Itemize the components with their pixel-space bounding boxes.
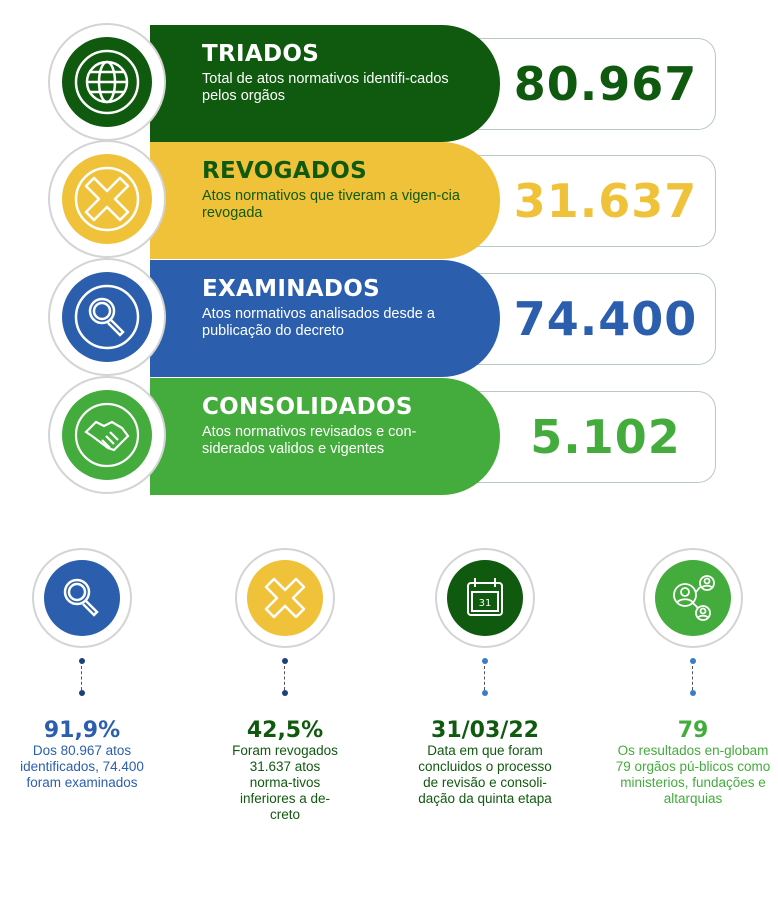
- title: TRIADOS: [202, 41, 320, 67]
- stat-data: 31 31/03/22 Data em que foram concluidos…: [390, 548, 580, 807]
- connector: [598, 658, 778, 708]
- stat-value: 42,5%: [246, 718, 324, 743]
- network-people-icon: [673, 575, 715, 621]
- pill: TRIADOS Total de atos normativos identif…: [150, 25, 500, 142]
- stat-description: Foram revogados 31.637 atos norma-tivos …: [232, 743, 338, 822]
- value-box: 80.967: [468, 38, 716, 130]
- row-triados: 80.967 TRIADOS Total de atos normativos …: [0, 23, 778, 142]
- connector: [190, 658, 380, 708]
- connector: [0, 658, 177, 708]
- description: Atos normativos revisados e con-siderado…: [202, 424, 417, 457]
- stat-description: Data em que foram concluidos o processo …: [418, 743, 552, 806]
- calendar-day: 31: [479, 598, 492, 609]
- calendar-icon: 31: [467, 578, 503, 616]
- icon-circle: [48, 376, 166, 494]
- pill: EXAMINADOS Atos normativos analisados de…: [150, 260, 500, 377]
- value-box: 5.102: [468, 391, 716, 483]
- description: Total de atos normativos identifi-cados …: [202, 71, 449, 104]
- stat-value: 31/03/22: [431, 718, 539, 743]
- row-consolidados: 5.102 CONSOLIDADOS Atos normativos revis…: [0, 376, 778, 495]
- icon-circle: [235, 548, 335, 648]
- title: EXAMINADOS: [202, 276, 380, 302]
- value: 74.400: [513, 292, 698, 346]
- stat-description: Dos 80.967 atos identificados, 74.400 fo…: [20, 743, 144, 790]
- row-examinados: 74.400 EXAMINADOS Atos normativos analis…: [0, 258, 778, 377]
- pill: CONSOLIDADOS Atos normativos revisados e…: [150, 378, 500, 495]
- title: REVOGADOS: [202, 158, 367, 184]
- icon-circle: [48, 258, 166, 376]
- value-box: 31.637: [468, 155, 716, 247]
- pill: REVOGADOS Atos normativos que tiveram a …: [150, 142, 500, 259]
- handshake-icon: [74, 402, 140, 468]
- description: Atos normativos analisados desde a publi…: [202, 306, 435, 339]
- value: 5.102: [530, 410, 681, 464]
- globe-icon: [74, 49, 140, 115]
- value: 31.637: [513, 174, 698, 228]
- stat-description: Os resultados en-globam 79 orgãos pú-bli…: [615, 743, 771, 806]
- stat-revogados: 42,5% Foram revogados 31.637 atos norma-…: [190, 548, 380, 823]
- stat-orgaos: 79 Os resultados en-globam 79 orgãos pú-…: [598, 548, 778, 807]
- connector: [390, 658, 580, 708]
- icon-circle: [643, 548, 743, 648]
- value: 80.967: [513, 57, 698, 111]
- x-icon: [74, 166, 140, 232]
- stat-examinados: 91,9% Dos 80.967 atos identificados, 74.…: [0, 548, 177, 791]
- stat-value: 79: [677, 718, 709, 743]
- icon-circle: 31: [435, 548, 535, 648]
- description: Atos normativos que tiveram a vigen-cia …: [202, 188, 460, 221]
- title: CONSOLIDADOS: [202, 394, 413, 420]
- row-revogados: 31.637 REVOGADOS Atos normativos que tiv…: [0, 140, 778, 259]
- x-icon: [264, 577, 306, 619]
- value-box: 74.400: [468, 273, 716, 365]
- magnifier-icon: [63, 578, 99, 617]
- magnifier-icon: [74, 284, 140, 350]
- icon-circle: [48, 140, 166, 258]
- icon-circle: [32, 548, 132, 648]
- icon-circle: [48, 23, 166, 141]
- stat-value: 91,9%: [43, 718, 121, 743]
